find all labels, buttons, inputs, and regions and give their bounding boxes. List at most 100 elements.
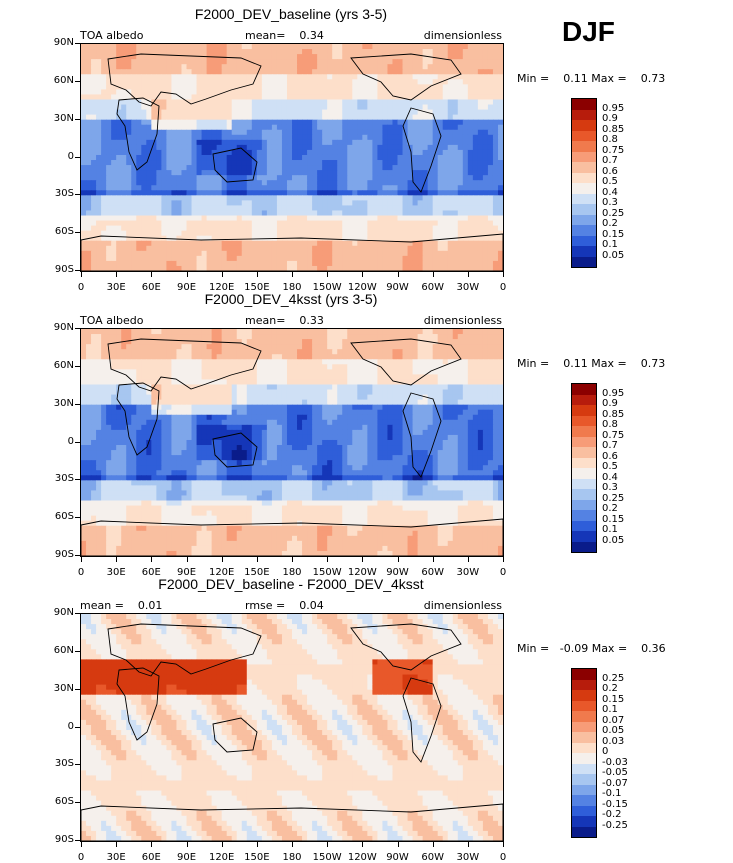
heatmap-cell: [467, 49, 474, 55]
heatmap-cell: [276, 129, 283, 136]
heatmap-cell: [467, 235, 474, 242]
heatmap-cell: [427, 109, 434, 116]
heatmap-cell: [442, 384, 449, 391]
heatmap-cell: [347, 89, 353, 96]
heatmap-cell: [372, 160, 378, 166]
heatmap-cell: [81, 119, 87, 126]
heatmap-cell: [342, 200, 348, 207]
heatmap-cell: [302, 195, 308, 201]
heatmap-cell: [297, 389, 303, 396]
heatmap-cell: [362, 124, 368, 131]
heatmap-cell: [402, 250, 409, 257]
heatmap-cell: [397, 230, 404, 237]
heatmap-cell: [447, 170, 454, 176]
heatmap-cell: [402, 49, 409, 55]
heatmap-cell: [367, 119, 373, 126]
heatmap-cell: [422, 240, 429, 247]
heatmap-cell: [231, 185, 238, 191]
colorbar-swatch: [572, 235, 596, 246]
heatmap-cell: [231, 359, 238, 365]
heatmap-cell: [477, 144, 484, 151]
heatmap-cell: [126, 389, 132, 396]
heatmap-cell: [106, 134, 112, 141]
heatmap-cell: [236, 339, 243, 345]
heatmap-cell: [437, 139, 444, 146]
heatmap-cell: [256, 364, 263, 370]
heatmap-cell: [392, 389, 399, 396]
heatmap-cell: [141, 180, 147, 186]
heatmap-cell: [367, 220, 373, 227]
heatmap-cell: [141, 265, 147, 271]
heatmap-cell: [437, 99, 444, 106]
heatmap-cell: [211, 389, 218, 396]
heatmap-cell: [116, 329, 122, 335]
heatmap-cell: [101, 89, 107, 96]
heatmap-cell: [407, 240, 414, 247]
heatmap-cell: [422, 369, 429, 375]
heatmap-cell: [106, 344, 112, 350]
heatmap-cell: [452, 344, 459, 350]
heatmap-cell: [276, 364, 283, 370]
heatmap-cell: [266, 210, 273, 217]
heatmap-cell: [176, 334, 183, 340]
heatmap-cell: [352, 49, 358, 55]
heatmap-cell: [166, 104, 173, 111]
heatmap-cell: [181, 139, 188, 146]
heatmap-cell: [231, 344, 238, 350]
heatmap-cell: [246, 185, 253, 191]
heatmap-cell: [181, 220, 188, 227]
heatmap-cell: [286, 200, 293, 207]
heatmap-cell: [216, 349, 223, 355]
heatmap-cell: [327, 114, 333, 121]
heatmap-cell: [266, 59, 273, 65]
heatmap-cell: [261, 54, 268, 60]
heatmap-cell: [196, 74, 203, 80]
heatmap-cell: [236, 144, 243, 151]
heatmap-cell: [322, 79, 328, 85]
heatmap-cell: [241, 59, 248, 65]
heatmap-cell: [281, 84, 288, 90]
heatmap-cell: [492, 389, 499, 396]
heatmap-cell: [367, 195, 373, 201]
y-tick: [75, 194, 80, 196]
heatmap-cell: [146, 220, 152, 227]
heatmap-cell: [181, 250, 188, 257]
heatmap-cell: [211, 79, 218, 85]
heatmap-cell: [477, 245, 484, 252]
heatmap-cell: [292, 210, 298, 217]
heatmap-cell: [251, 144, 258, 151]
heatmap-cell: [231, 59, 238, 65]
season-label: DJF: [562, 16, 615, 47]
heatmap-cell: [246, 240, 253, 247]
heatmap-cell: [447, 200, 454, 207]
heatmap-cell: [111, 240, 117, 247]
heatmap-cell: [126, 185, 132, 191]
heatmap-cell: [392, 344, 399, 350]
heatmap-cell: [307, 114, 313, 121]
heatmap-cell: [487, 154, 494, 161]
heatmap-cell: [357, 165, 363, 171]
heatmap-cell: [261, 144, 268, 151]
heatmap-cell: [487, 160, 494, 166]
heatmap-cell: [226, 49, 233, 55]
heatmap-cell: [141, 89, 147, 96]
heatmap-cell: [402, 339, 409, 345]
heatmap-cell: [357, 89, 363, 96]
heatmap-cell: [191, 354, 198, 360]
heatmap-cell: [467, 54, 474, 60]
heatmap-cell: [372, 170, 378, 176]
heatmap-cell: [91, 119, 97, 126]
heatmap-cell: [241, 69, 248, 75]
heatmap-cell: [276, 154, 283, 161]
heatmap-cell: [497, 59, 503, 65]
heatmap-cell: [327, 359, 333, 365]
heatmap-cell: [156, 245, 162, 252]
heatmap-cell: [196, 379, 203, 386]
heatmap-cell: [412, 235, 419, 242]
heatmap-cell: [322, 165, 328, 171]
heatmap-cell: [241, 389, 248, 396]
heatmap-cell: [412, 49, 419, 55]
heatmap-cell: [146, 185, 152, 191]
heatmap-cell: [206, 99, 213, 106]
heatmap-cell: [382, 200, 389, 207]
